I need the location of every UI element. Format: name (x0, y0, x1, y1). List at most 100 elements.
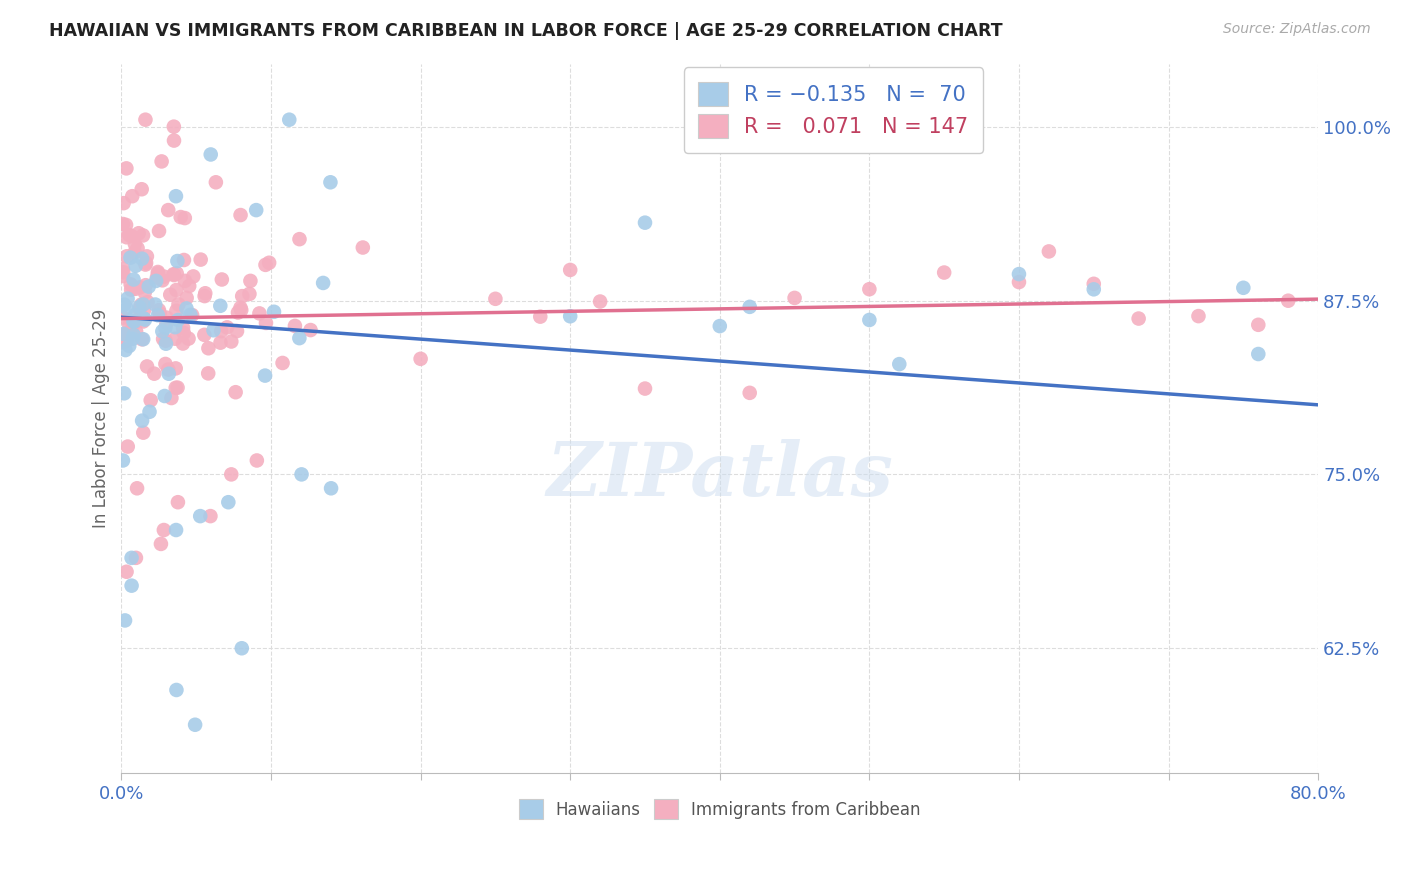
Point (226, 305, 249, 319)
Point (167, 297, 190, 311)
Point (115, 218, 138, 232)
Point (783, 291, 806, 305)
Point (136, 295, 159, 310)
Point (589, 294, 612, 309)
Point (120, 326, 142, 340)
Point (560, 310, 582, 324)
Point (1232, 281, 1254, 295)
Point (231, 641, 253, 656)
Point (146, 308, 169, 322)
Point (312, 276, 335, 290)
Point (173, 211, 195, 225)
Point (231, 289, 253, 303)
Point (121, 550, 143, 565)
Point (188, 509, 211, 524)
Point (111, 335, 134, 350)
Point (156, 310, 179, 325)
Point (634, 216, 657, 230)
Point (1247, 318, 1270, 332)
Point (128, 302, 150, 317)
Point (179, 308, 201, 322)
Point (173, 252, 195, 267)
Point (271, 356, 294, 370)
Point (146, 267, 169, 281)
Point (117, 292, 139, 306)
Point (172, 321, 194, 335)
Point (155, 357, 177, 371)
Point (209, 324, 232, 338)
Point (128, 300, 150, 314)
Point (128, 280, 150, 294)
Point (131, 252, 153, 266)
Point (560, 263, 582, 277)
Point (167, 495, 190, 509)
Point (132, 228, 155, 243)
Point (118, 227, 141, 242)
Text: ZIPatlas: ZIPatlas (547, 439, 893, 512)
Point (138, 279, 160, 293)
Point (146, 270, 169, 285)
Point (197, 341, 219, 355)
Point (221, 334, 243, 349)
Point (177, 332, 200, 346)
Point (278, 112, 301, 127)
Point (246, 453, 269, 467)
Point (319, 175, 342, 189)
Point (121, 229, 143, 244)
Point (221, 467, 243, 482)
Point (165, 332, 187, 346)
Point (122, 314, 145, 328)
Point (145, 274, 167, 288)
Point (194, 286, 217, 301)
Point (165, 320, 187, 334)
Point (238, 287, 260, 301)
Point (111, 217, 134, 231)
Point (1247, 347, 1270, 361)
Point (634, 382, 657, 396)
Point (148, 224, 170, 238)
Point (738, 385, 761, 400)
Point (112, 386, 135, 401)
Point (131, 332, 153, 346)
Point (132, 314, 155, 328)
Point (409, 351, 432, 366)
Point (181, 308, 204, 322)
Point (229, 301, 252, 315)
Point (211, 272, 233, 286)
Point (125, 324, 148, 338)
Point (174, 274, 197, 288)
Point (165, 283, 187, 297)
Point (217, 320, 239, 334)
Point (1083, 282, 1105, 296)
Point (254, 368, 277, 383)
Point (165, 189, 187, 203)
Point (124, 308, 146, 322)
Point (165, 381, 187, 395)
Point (143, 297, 166, 311)
Point (319, 481, 342, 495)
Point (121, 325, 143, 339)
Point (150, 324, 173, 338)
Point (155, 336, 177, 351)
Point (131, 414, 153, 428)
Point (155, 334, 177, 348)
Point (190, 252, 212, 267)
Point (134, 258, 156, 272)
Point (115, 565, 138, 579)
Point (197, 367, 219, 381)
Point (127, 241, 149, 255)
Point (288, 331, 311, 345)
Point (352, 240, 374, 254)
Point (858, 282, 880, 296)
Point (934, 266, 956, 280)
Point (112, 196, 135, 211)
Point (200, 509, 222, 524)
Point (120, 277, 142, 292)
Point (111, 453, 134, 467)
Point (125, 259, 148, 273)
Legend: Hawaiians, Immigrants from Caribbean: Hawaiians, Immigrants from Caribbean (513, 793, 927, 825)
Point (157, 362, 180, 376)
Point (202, 323, 225, 337)
Point (245, 203, 267, 218)
Point (229, 208, 252, 222)
